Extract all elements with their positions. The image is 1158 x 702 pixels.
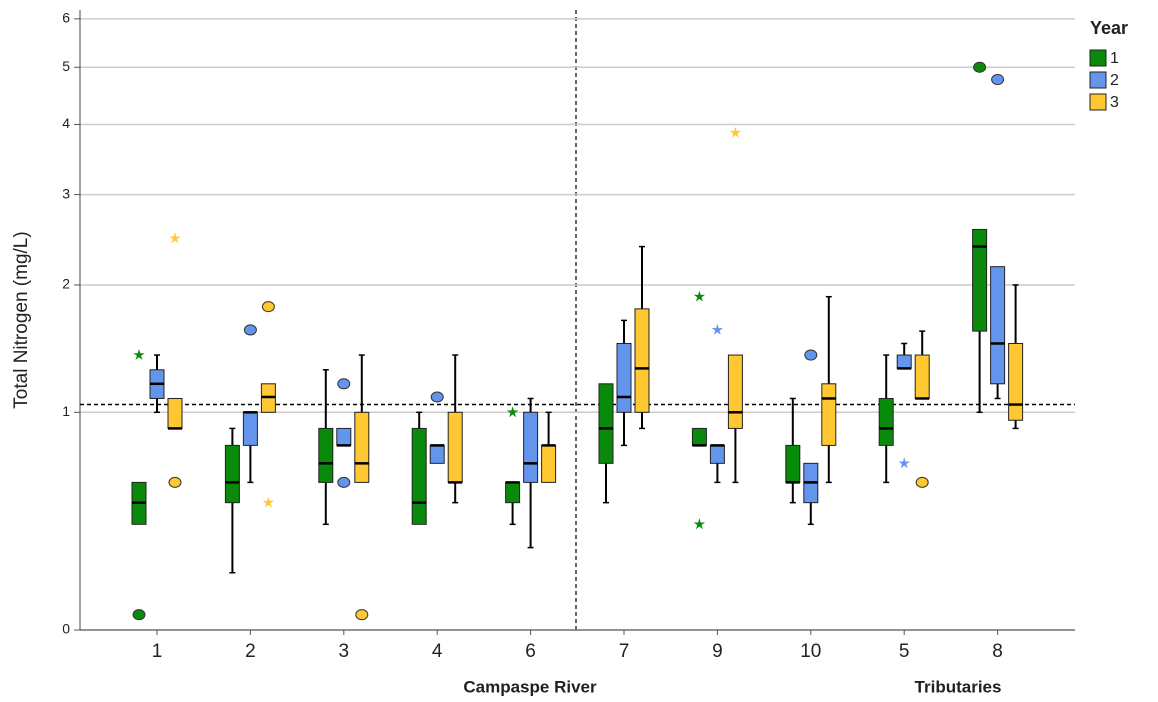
outlier	[991, 74, 1005, 86]
box	[990, 266, 1006, 385]
x-tick-label: 2	[245, 641, 256, 662]
box	[616, 342, 632, 413]
y-tick-label: 6	[62, 10, 70, 26]
extreme	[898, 457, 910, 469]
x-tick-label: 1	[152, 641, 163, 662]
extreme	[506, 406, 519, 418]
group-label: Campaspe River	[463, 677, 597, 696]
box	[878, 397, 894, 446]
extreme	[133, 349, 145, 360]
box	[691, 427, 707, 446]
box	[821, 383, 837, 446]
box	[354, 411, 370, 483]
y-axis-label: Total Nitrogen (mg/L)	[11, 231, 32, 408]
extreme	[729, 126, 742, 138]
extreme	[693, 518, 706, 530]
box	[972, 228, 988, 332]
x-tick-label: 5	[899, 641, 910, 662]
legend-label: 1	[1110, 50, 1119, 67]
x-tick-label: 10	[800, 641, 821, 662]
outlier	[337, 476, 351, 488]
y-tick-label: 0	[62, 621, 70, 637]
extreme	[169, 232, 181, 244]
box	[505, 481, 521, 504]
box	[914, 354, 930, 399]
outlier	[337, 378, 351, 390]
extreme	[711, 323, 724, 335]
box	[167, 397, 183, 429]
outlier	[243, 324, 257, 336]
x-tick-label: 4	[432, 641, 443, 662]
x-tick-label: 3	[339, 641, 350, 662]
legend-swatch	[1089, 71, 1107, 89]
outlier	[355, 609, 369, 621]
box	[1008, 342, 1024, 421]
outlier	[430, 391, 444, 403]
legend-title: Year	[1090, 18, 1128, 38]
box	[447, 411, 463, 483]
y-tick-label: 2	[62, 276, 70, 292]
legend-swatch	[1089, 93, 1107, 111]
legend-swatch	[1089, 49, 1107, 67]
box	[523, 411, 539, 483]
y-tick-label: 1	[62, 403, 70, 419]
extreme	[262, 496, 275, 508]
y-tick-label: 5	[62, 58, 70, 74]
outlier	[261, 301, 275, 313]
x-tick-label: 9	[712, 641, 723, 662]
x-tick-label: 6	[525, 641, 536, 662]
outlier	[973, 61, 987, 73]
outlier	[915, 476, 929, 488]
outlier	[168, 476, 182, 488]
box	[598, 383, 614, 464]
x-tick-label: 8	[992, 641, 1003, 662]
x-tick-label: 7	[619, 641, 630, 662]
box	[896, 354, 912, 369]
box	[242, 411, 258, 446]
box	[727, 354, 743, 429]
box	[224, 444, 240, 504]
outlier	[132, 609, 146, 621]
box	[318, 427, 334, 483]
box	[429, 444, 445, 464]
outlier	[804, 349, 818, 361]
box	[634, 308, 650, 413]
box	[411, 427, 427, 525]
extreme	[693, 290, 706, 302]
box	[709, 444, 725, 464]
box	[785, 444, 801, 483]
group-label: Tributaries	[915, 677, 1002, 696]
box	[541, 444, 557, 483]
y-tick-label: 4	[62, 115, 70, 131]
legend-label: 2	[1110, 72, 1119, 89]
y-tick-label: 3	[62, 185, 70, 201]
legend-label: 3	[1110, 94, 1119, 111]
box	[336, 427, 352, 446]
